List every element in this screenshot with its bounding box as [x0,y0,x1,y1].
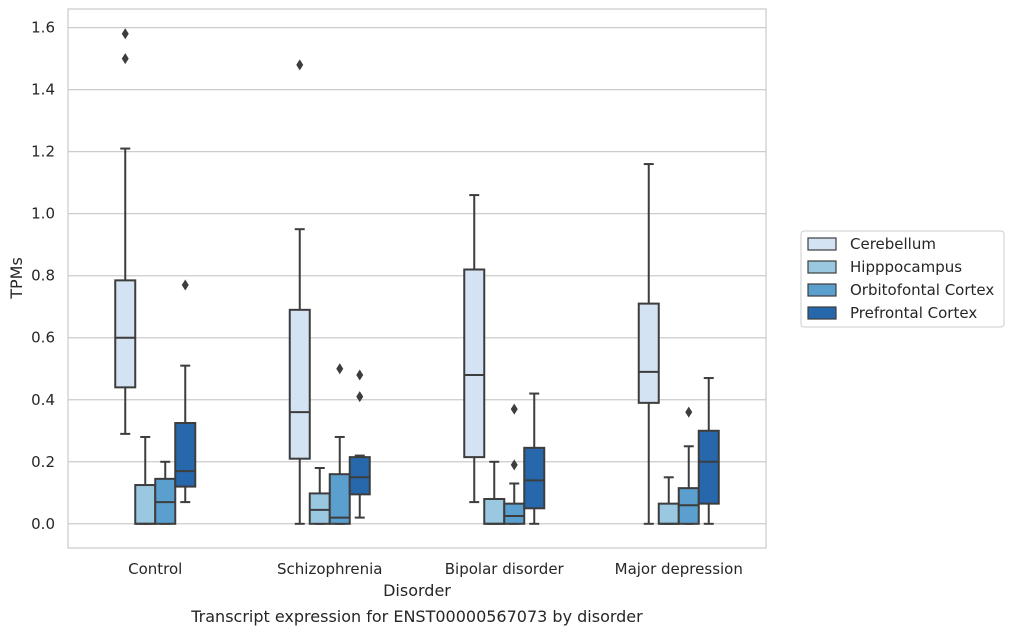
outlier-point [336,363,344,375]
box-cerebellum [637,163,660,525]
box-prefrontal-cortex [697,377,720,525]
box-prefrontal-cortex [523,392,546,525]
x-axis-label: Disorder [383,581,451,600]
outlier-point [121,28,129,40]
box-prefrontal-cortex [174,279,197,504]
outlier-point [685,406,693,418]
outlier-point [296,59,304,71]
box-orbitofontal-cortex [503,403,526,525]
box-series [114,28,720,525]
y-tick-label: 1.0 [31,205,55,223]
legend-label: Cerebellum [850,235,936,253]
box-iqr [348,456,371,496]
box-iqr [328,473,351,525]
box-hipppocampus [657,476,680,525]
y-tick-label: 0.2 [31,453,55,471]
outlier-point [121,53,129,65]
y-tick-labels: 0.0 0.2 0.4 0.6 0.8 1.0 1.2 1.4 1.6 [31,19,55,533]
box-orbitofontal-cortex [328,363,351,525]
outlier-point [181,279,189,291]
y-tick-label: 1.2 [31,143,55,161]
outlier-point [356,369,364,381]
box-iqr [174,422,197,488]
y-gridlines [68,26,766,525]
chart-caption: Transcript expression for ENST0000056707… [190,607,643,626]
legend-swatch [807,283,837,297]
legend-frame [800,230,1005,328]
y-tick-label: 1.4 [31,81,55,99]
x-tick-label: Major depression [615,560,743,578]
box-iqr [308,492,331,525]
box-hipppocampus [134,435,157,525]
legend: Cerebellum Hipppocampus Orbitofontal Corte… [800,230,1005,328]
y-tick-label: 0.6 [31,329,55,347]
x-tick-label: Schizophrenia [277,560,382,578]
box-cerebellum [463,194,486,504]
box-iqr [483,498,506,525]
legend-swatch [807,237,837,251]
box-iqr [288,308,311,460]
legend-label: Prefrontal Cortex [850,304,977,322]
box-prefrontal-cortex [348,369,371,519]
outlier-point [356,391,364,403]
box-orbitofontal-cortex [154,460,177,525]
outlier-point [510,403,518,415]
x-tick-labels: Control Schizophrenia Bipolar disorder Majo… [128,560,743,578]
box-iqr [463,268,486,459]
box-iqr [637,302,660,404]
y-tick-label: 1.6 [31,19,55,37]
box-iqr [523,446,546,510]
x-tick-label: Control [128,560,182,578]
legend-swatch [807,260,837,274]
box-iqr [503,502,526,525]
box-iqr [114,279,137,389]
y-axis-label: TPMs [7,257,26,300]
box-iqr [657,502,680,525]
box-iqr [697,429,720,505]
x-tick-label: Bipolar disorder [445,560,565,578]
y-tick-label: 0.0 [31,515,55,533]
box-iqr [134,484,157,525]
legend-label: Orbitofontal Cortex [850,281,994,299]
plot-frame [67,8,767,549]
legend-swatch [807,306,837,320]
box-cerebellum [114,28,137,435]
box-orbitofontal-cortex [677,406,700,525]
y-tick-label: 0.8 [31,267,55,285]
box-cerebellum [288,59,311,525]
box-hipppocampus [483,460,506,525]
legend-label: Hipppocampus [850,258,962,276]
outlier-point [510,459,518,471]
y-tick-label: 0.4 [31,391,55,409]
box-hipppocampus [308,466,331,525]
